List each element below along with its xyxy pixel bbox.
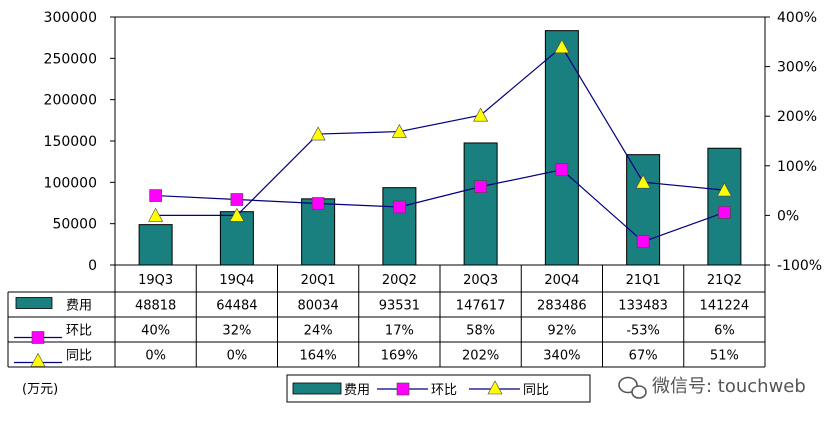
unit-label: (万元) — [22, 382, 58, 397]
bar — [626, 154, 661, 266]
left-axis-tick-label: 250000 — [44, 51, 97, 67]
huanbi-point — [474, 180, 487, 193]
table-cell: 92% — [547, 324, 576, 339]
table-key-triangle — [30, 352, 46, 367]
table-row-label: 环比 — [66, 324, 92, 339]
wechat-bubble-large — [618, 376, 638, 394]
wechat-icon — [618, 376, 647, 399]
huanbi-point — [718, 206, 731, 219]
table-cell: -53% — [626, 324, 660, 339]
left-axis-tick-label: 50000 — [52, 217, 97, 233]
right-axis-tick-label: 100% — [777, 159, 817, 175]
table-cell: 93531 — [379, 299, 420, 314]
table-cell: 340% — [543, 349, 580, 364]
table-cell: 40% — [141, 324, 170, 339]
tongbi-point — [716, 182, 732, 197]
table-cell: 48818 — [135, 299, 176, 314]
bar — [544, 30, 579, 266]
x-tick-label: 21Q1 — [626, 273, 661, 288]
left-axis-tick-label: 150000 — [44, 134, 97, 150]
tongbi-point — [473, 107, 489, 122]
table-cell: 164% — [300, 349, 337, 364]
huanbi-point — [393, 200, 406, 214]
left-axis-tick-label: 300000 — [44, 10, 97, 26]
legend-label: 环比 — [431, 383, 457, 398]
table-cell: 133483 — [618, 299, 668, 314]
table-key-square — [31, 331, 45, 344]
table-cell: 67% — [629, 349, 658, 364]
table-cell: 283486 — [537, 299, 587, 314]
huanbi-point — [636, 235, 650, 248]
table-cell: 141224 — [700, 299, 750, 314]
legend-key-triangle — [487, 380, 503, 395]
table-cell: 58% — [466, 324, 495, 339]
wechat-bubble-small — [631, 385, 647, 399]
x-tick-label: 19Q3 — [138, 273, 173, 288]
table-cell: 80034 — [297, 299, 338, 314]
tongbi-point — [554, 39, 570, 54]
huanbi-point — [230, 193, 244, 206]
table-cell: 51% — [710, 349, 739, 364]
table-cell: 6% — [714, 324, 735, 339]
table-row-label: 费用 — [66, 299, 92, 314]
table-cell: 64484 — [216, 299, 257, 314]
watermark-text: 微信号: touchweb — [652, 376, 806, 397]
table-cell: 32% — [222, 324, 251, 339]
x-tick-label: 20Q2 — [382, 273, 417, 288]
x-tick-label: 21Q2 — [707, 273, 742, 288]
plot-area — [114, 16, 766, 266]
huanbi-line — [155, 169, 725, 243]
table-cell: 169% — [381, 349, 418, 364]
legend-label: 同比 — [523, 383, 549, 398]
table-cell: 24% — [304, 324, 333, 339]
huanbi-point — [311, 197, 325, 210]
tongbi-point — [310, 126, 326, 141]
tongbi-point — [229, 207, 245, 222]
table-cell: 147617 — [456, 299, 506, 314]
table-row-label: 同比 — [66, 349, 92, 364]
legend-key-bar — [292, 382, 342, 395]
tongbi-point — [148, 207, 164, 222]
right-axis-tick-label: 300% — [777, 60, 817, 76]
table-cell: 0% — [227, 349, 248, 364]
bar — [219, 211, 254, 266]
left-axis-tick-label: 100000 — [44, 175, 97, 191]
left-axis-tick-label: 0 — [88, 258, 97, 274]
right-axis-tick-label: -100% — [777, 258, 822, 274]
tongbi-point — [391, 123, 407, 138]
huanbi-point — [555, 163, 569, 177]
legend-label: 费用 — [344, 383, 370, 398]
bar — [138, 224, 173, 266]
legend-key-square — [396, 382, 410, 396]
left-axis-tick-label: 200000 — [44, 93, 97, 109]
right-axis-tick-label: 0% — [777, 208, 799, 224]
x-tick-label: 20Q1 — [301, 273, 336, 288]
table-cell: 17% — [385, 324, 414, 339]
bar — [382, 187, 417, 266]
table-key-bar — [15, 297, 53, 309]
huanbi-point — [149, 189, 162, 202]
x-tick-label: 20Q3 — [463, 273, 498, 288]
table-cell: 202% — [462, 349, 499, 364]
tongbi-line — [155, 45, 725, 216]
right-axis-tick-label: 200% — [777, 109, 817, 125]
x-tick-label: 19Q4 — [219, 273, 254, 288]
right-axis-tick-label: 400% — [777, 10, 817, 26]
tongbi-point — [635, 174, 651, 189]
x-tick-label: 20Q4 — [544, 273, 579, 288]
table-cell: 0% — [145, 349, 166, 364]
bar — [463, 142, 498, 266]
